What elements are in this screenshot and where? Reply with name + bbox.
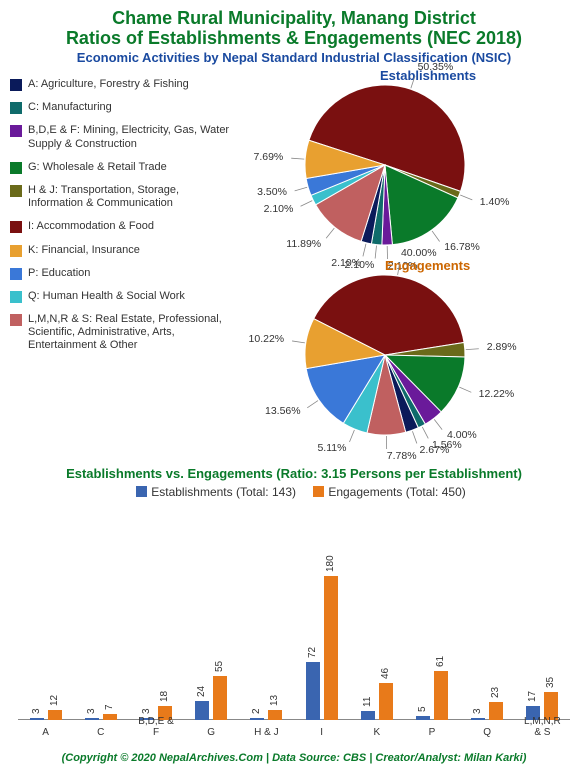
bar-group: 11 46 K	[355, 548, 399, 738]
bar-value: 3	[86, 708, 97, 714]
bar-value: 18	[159, 690, 170, 701]
bar-chart-title: Establishments vs. Engagements (Ratio: 3…	[0, 466, 588, 481]
copyright: (Copyright © 2020 NepalArchives.Com | Da…	[0, 752, 588, 764]
bar-group: 3 7 C	[79, 548, 123, 738]
bar-value: 180	[325, 555, 336, 572]
bar-value: 5	[417, 706, 428, 712]
bar-xlabel: B,D,E & F	[134, 716, 178, 738]
pie-label: 2.67%	[420, 444, 450, 456]
bar-eng	[434, 671, 448, 720]
bar-chart: 3 12 A 3 7 C 3 18 B,D,E & F 24 55 G 2 13 H & J 72 180 I 11…	[18, 548, 570, 738]
pie-label: 10.22%	[239, 333, 284, 345]
pie-engagements-chart	[0, 0, 588, 500]
bar-eng	[213, 676, 227, 720]
bar-est	[195, 701, 209, 720]
bar-est	[361, 711, 375, 720]
bar-eng	[268, 710, 282, 720]
bar-xlabel: A	[24, 727, 68, 738]
bar-group: 2 13 H & J	[244, 548, 288, 738]
bar-value: 7	[104, 705, 115, 711]
bar-group: 17 35 L,M,N,R & S	[520, 548, 564, 738]
bar-value: 61	[435, 656, 446, 667]
bar-est	[30, 718, 44, 720]
bar-group: 24 55 G	[189, 548, 233, 738]
bar-value: 46	[380, 668, 391, 679]
bar-legend-swatch-eng	[313, 486, 324, 497]
bar-eng	[48, 710, 62, 720]
bar-xlabel: Q	[465, 727, 509, 738]
bar-eng	[489, 702, 503, 720]
bar-value: 3	[141, 708, 152, 714]
bar-legend-swatch-est	[136, 486, 147, 497]
bar-xlabel: G	[189, 727, 233, 738]
pie-label: 5.11%	[301, 442, 346, 454]
bar-value: 23	[490, 686, 501, 697]
bar-est	[471, 718, 485, 720]
bar-value: 17	[527, 691, 538, 702]
bar-value: 3	[472, 708, 483, 714]
bar-est	[416, 716, 430, 720]
bar-group: 5 61 P	[410, 548, 454, 738]
bar-xlabel: C	[79, 727, 123, 738]
bar-value: 3	[31, 708, 42, 714]
bar-group: 3 23 Q	[465, 548, 509, 738]
bar-value: 13	[269, 694, 280, 705]
bar-xlabel: K	[355, 727, 399, 738]
pie-label: 12.22%	[479, 388, 515, 400]
pie-label: 40.00%	[401, 247, 437, 259]
pie-label: 13.56%	[256, 405, 301, 417]
bar-eng	[103, 714, 117, 720]
bar-est	[250, 718, 264, 720]
bar-legend-label-est: Establishments (Total: 143)	[151, 485, 296, 499]
bar-group: 3 12 A	[24, 548, 68, 738]
bar-group: 3 18 B,D,E & F	[134, 548, 178, 738]
bar-eng	[379, 683, 393, 720]
bar-group: 72 180 I	[300, 548, 344, 738]
bar-xlabel: P	[410, 727, 454, 738]
bar-est	[85, 718, 99, 720]
bar-value: 11	[362, 697, 373, 707]
bar-value: 35	[545, 677, 556, 688]
bar-value: 24	[196, 686, 207, 697]
bar-xlabel: H & J	[244, 727, 288, 738]
bar-chart-legend: Establishments (Total: 143) Engagements …	[0, 484, 588, 499]
bar-xlabel: I	[300, 727, 344, 738]
bar-est	[306, 662, 320, 720]
bar-value: 72	[307, 647, 318, 658]
bar-legend-label-eng: Engagements (Total: 450)	[328, 485, 465, 499]
bar-xlabel: L,M,N,R & S	[520, 716, 564, 738]
pie-label: 2.89%	[487, 341, 517, 353]
bar-value: 12	[49, 695, 60, 706]
bar-value: 2	[251, 709, 262, 715]
bar-value: 55	[214, 661, 225, 672]
bar-eng	[324, 576, 338, 720]
pie-label: 7.78%	[387, 450, 417, 462]
